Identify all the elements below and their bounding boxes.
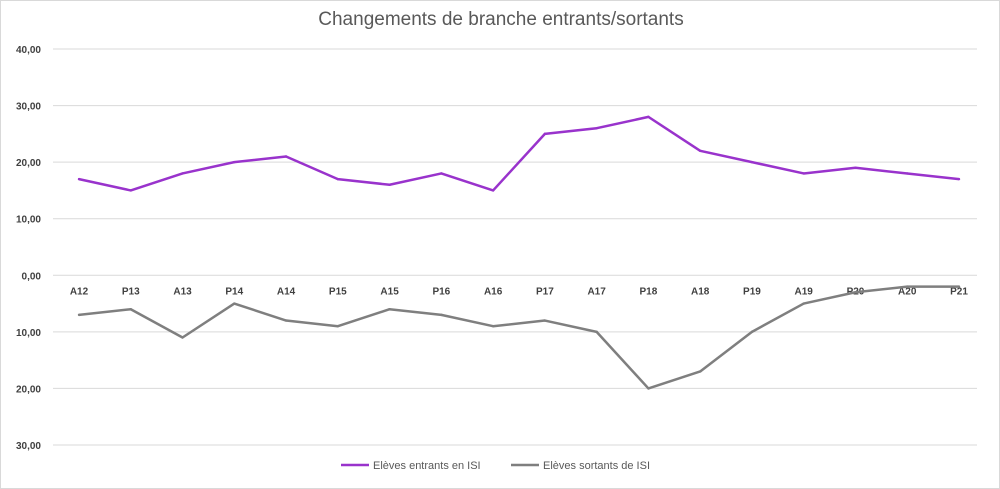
data-point bbox=[906, 172, 909, 175]
data-point bbox=[543, 319, 547, 322]
x-tick-label: P16 bbox=[432, 286, 450, 297]
data-point bbox=[233, 160, 236, 164]
data-point bbox=[595, 330, 598, 334]
x-tick-label: P15 bbox=[329, 286, 347, 297]
data-point bbox=[750, 160, 754, 164]
data-point bbox=[440, 313, 443, 317]
data-point bbox=[647, 115, 650, 119]
data-point bbox=[491, 325, 495, 328]
data-point bbox=[854, 291, 857, 294]
x-tick-label: A16 bbox=[484, 286, 503, 297]
data-point bbox=[284, 155, 288, 158]
data-point bbox=[543, 132, 547, 136]
x-tick-label: A15 bbox=[380, 286, 399, 297]
data-point bbox=[854, 166, 857, 169]
data-point bbox=[698, 370, 702, 373]
data-point bbox=[129, 308, 132, 311]
y-tick-label: 30,00 bbox=[16, 441, 41, 452]
data-point bbox=[233, 302, 236, 305]
data-point bbox=[957, 177, 961, 181]
y-tick-label: 0,00 bbox=[22, 271, 42, 282]
data-point bbox=[802, 302, 805, 305]
x-tick-label: A13 bbox=[173, 286, 192, 297]
x-tick-label: A17 bbox=[587, 286, 606, 297]
y-tick-label: 30,00 bbox=[16, 102, 41, 113]
data-point bbox=[181, 336, 184, 339]
series-line-2 bbox=[78, 285, 959, 390]
x-tick-label: A19 bbox=[795, 286, 814, 297]
y-tick-label: 10,00 bbox=[16, 328, 41, 339]
x-tick-label: A20 bbox=[898, 286, 917, 297]
series-line-1 bbox=[78, 115, 960, 192]
data-point bbox=[388, 308, 391, 311]
x-tick-label: A12 bbox=[70, 286, 89, 297]
data-point bbox=[750, 330, 754, 334]
y-tick-label: 20,00 bbox=[16, 384, 41, 395]
data-point bbox=[336, 177, 340, 181]
x-tick-label: P13 bbox=[122, 286, 140, 297]
data-point bbox=[595, 127, 598, 130]
x-tick-label: A18 bbox=[691, 286, 710, 297]
data-point bbox=[77, 177, 81, 181]
data-point bbox=[181, 172, 184, 175]
x-tick-label: P14 bbox=[225, 286, 243, 297]
data-point bbox=[77, 313, 81, 317]
data-point bbox=[957, 285, 961, 288]
data-point bbox=[129, 189, 132, 192]
data-point bbox=[388, 183, 391, 186]
legend-label-1: Elèves entrants en ISI bbox=[373, 460, 481, 472]
y-tick-label: 40,00 bbox=[16, 45, 41, 56]
data-point bbox=[647, 387, 650, 390]
x-tick-label: P21 bbox=[950, 286, 968, 297]
data-point bbox=[906, 285, 909, 288]
chart-title: Changements de branche entrants/sortants bbox=[318, 9, 684, 30]
x-tick-label: P19 bbox=[743, 286, 761, 297]
y-tick-label: 20,00 bbox=[16, 158, 41, 169]
legend-label-2: Elèves sortants de ISI bbox=[543, 460, 650, 472]
data-point bbox=[698, 149, 702, 153]
data-point bbox=[491, 189, 495, 192]
x-tick-label: A14 bbox=[277, 286, 296, 297]
x-tick-label: P18 bbox=[640, 286, 658, 297]
data-point bbox=[336, 325, 340, 328]
y-tick-label: 10,00 bbox=[16, 215, 41, 226]
data-point bbox=[440, 172, 443, 175]
x-tick-label: P17 bbox=[536, 286, 554, 297]
data-point bbox=[284, 319, 288, 322]
data-point bbox=[802, 172, 805, 175]
